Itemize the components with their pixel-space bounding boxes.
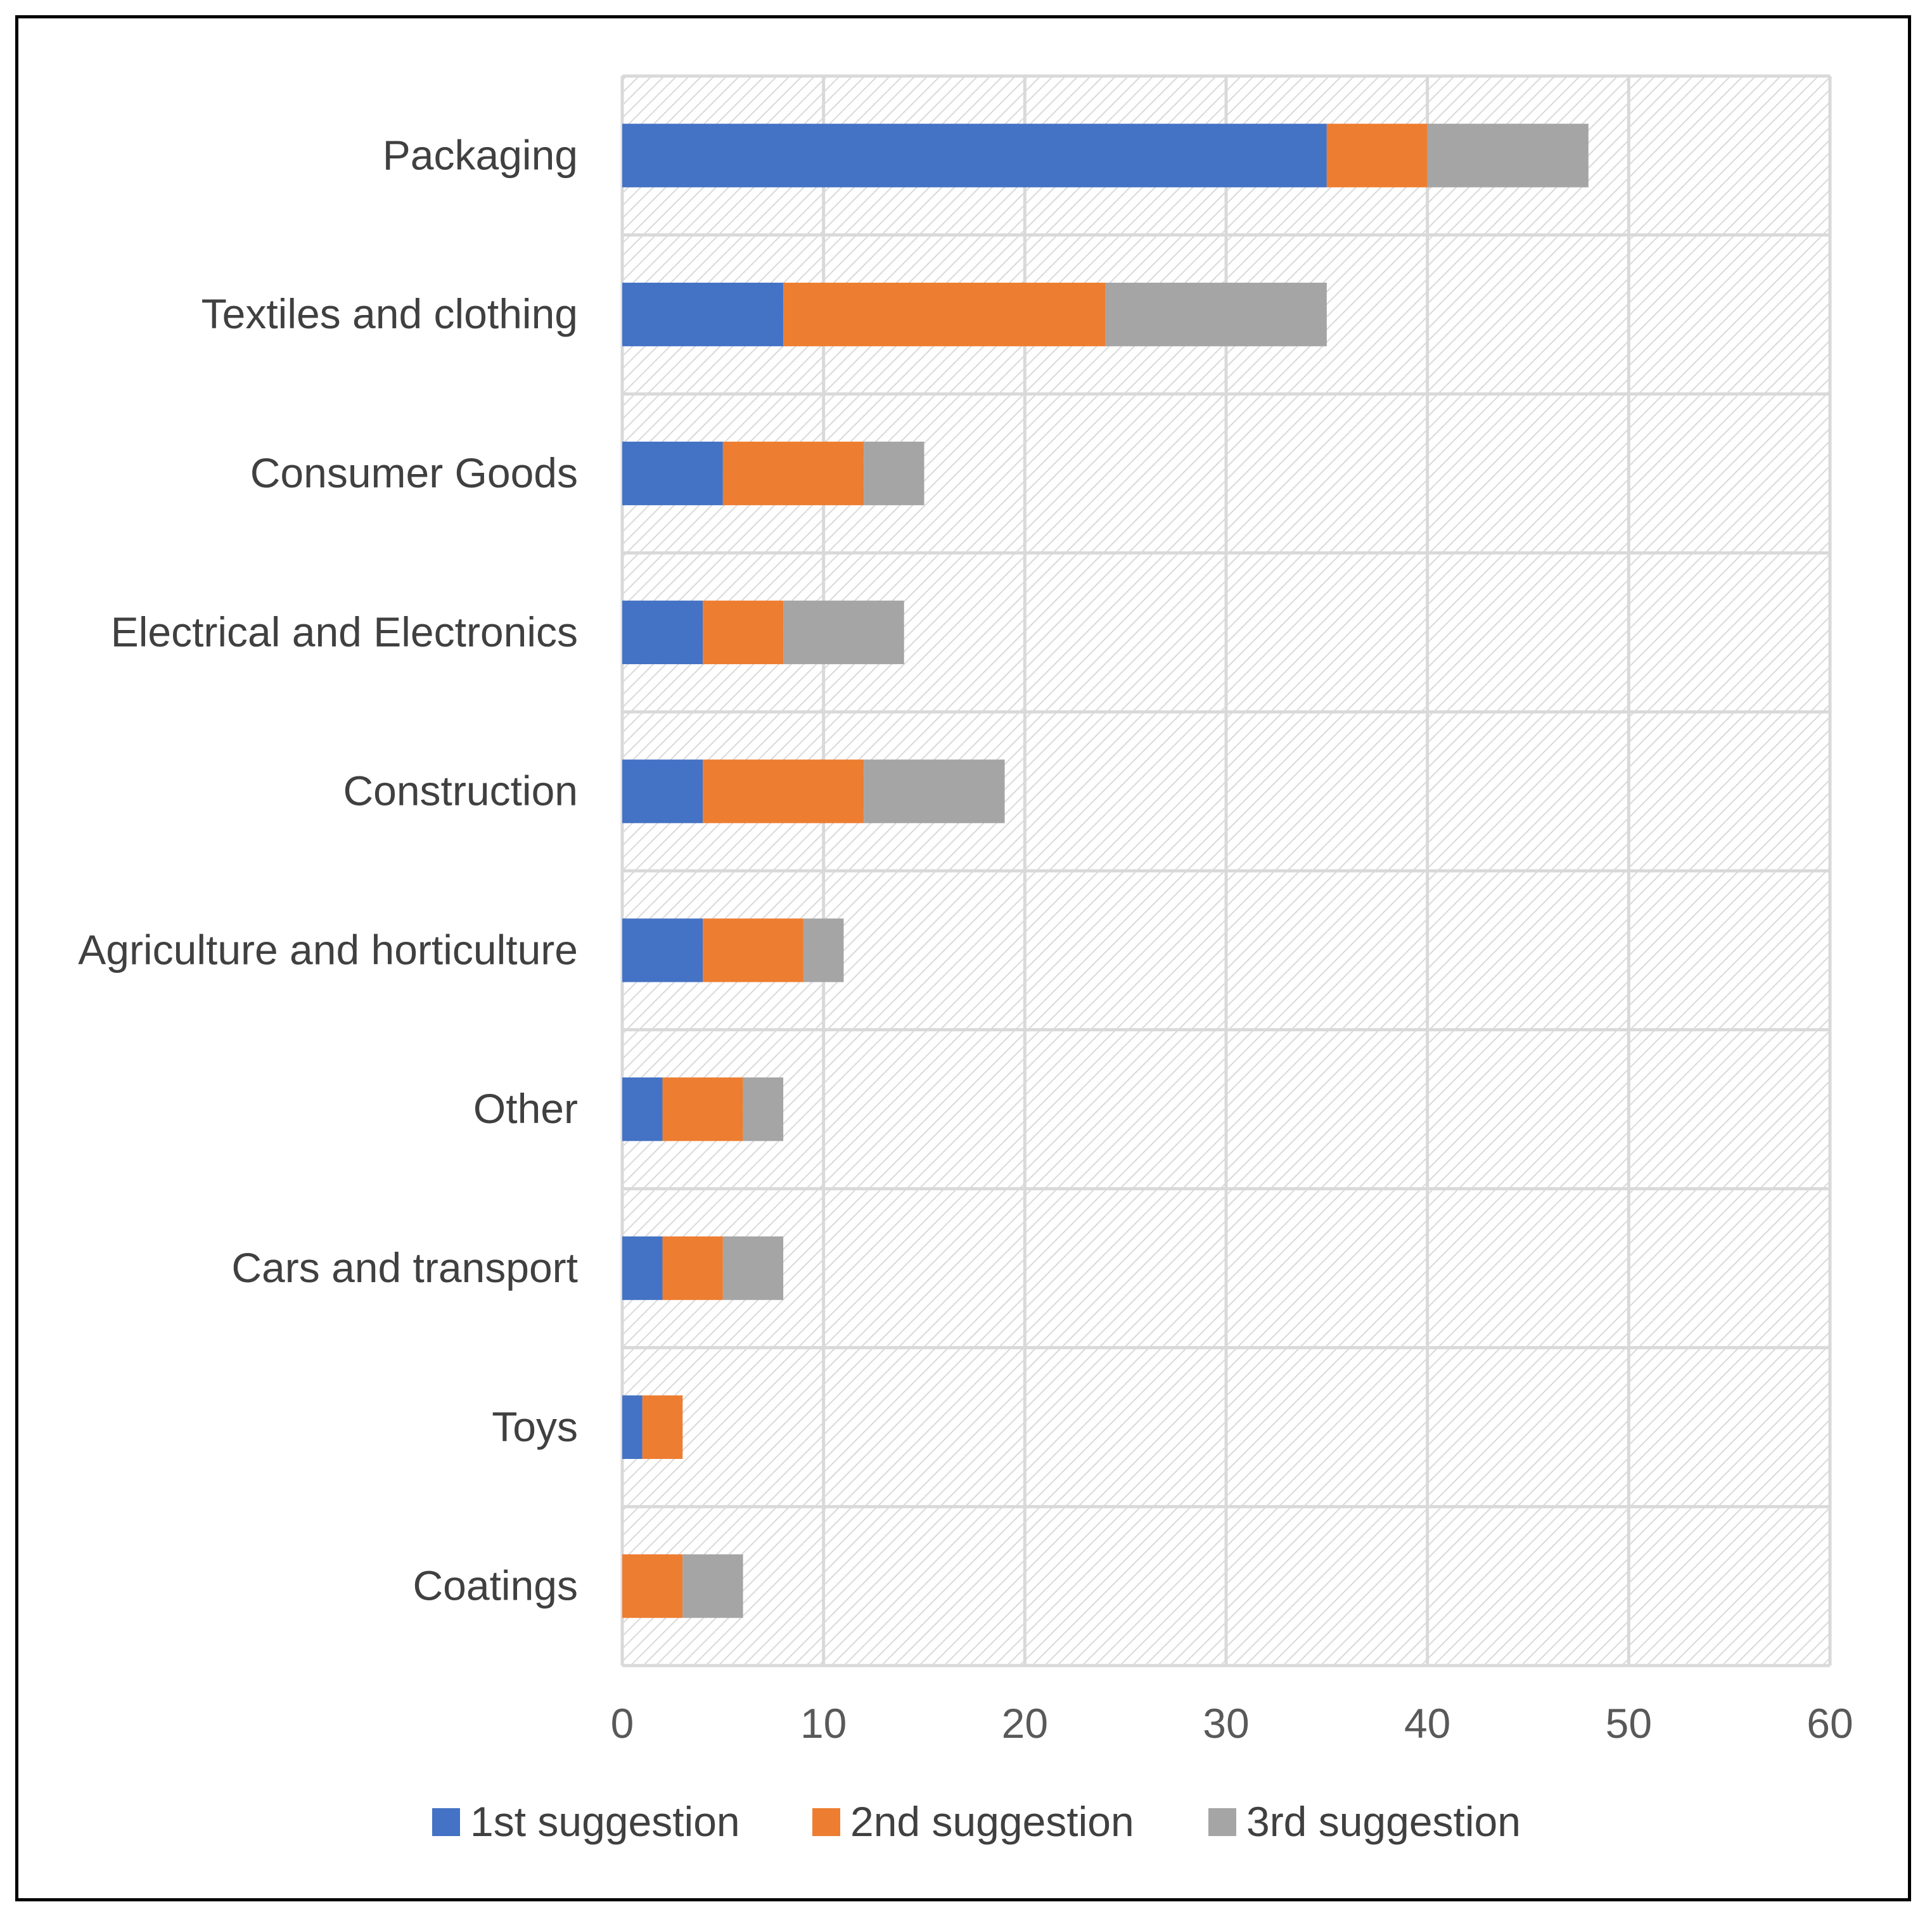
- bar-2-construction: [703, 759, 864, 823]
- category-label: Toys: [492, 1403, 578, 1450]
- bar-2-electrical-and-electronics: [703, 600, 784, 664]
- bar-1-electrical-and-electronics: [622, 600, 703, 664]
- x-tick-label: 60: [1807, 1700, 1853, 1747]
- x-tick-labels: 0 10 20 30 40 50 60: [611, 1700, 1853, 1747]
- bar-2-consumer-goods: [722, 441, 864, 506]
- x-tick-label: 50: [1606, 1700, 1652, 1747]
- chart-frame: Packaging Textiles and clothing Consumer G…: [15, 15, 1911, 1901]
- bar-3-textiles-and-clothing: [1105, 283, 1327, 347]
- stacked-bar-chart: Packaging Textiles and clothing Consumer G…: [78, 74, 1853, 1845]
- category-label: Other: [473, 1085, 578, 1132]
- bar-1-textiles-and-clothing: [622, 283, 784, 347]
- legend-label: 1st suggestion: [470, 1798, 740, 1845]
- category-label: Cars and transport: [231, 1244, 578, 1291]
- category-label: Packaging: [383, 131, 578, 178]
- category-label: Consumer Goods: [250, 449, 578, 496]
- bar-1-toys: [622, 1395, 643, 1459]
- x-tick-label: 20: [1002, 1700, 1048, 1747]
- bars: [622, 124, 1589, 1618]
- category-label: Agriculture and horticulture: [78, 926, 578, 973]
- bar-3-consumer-goods: [864, 441, 924, 506]
- bar-2-textiles-and-clothing: [783, 283, 1106, 347]
- bar-1-consumer-goods: [622, 441, 723, 506]
- bar-3-coatings: [682, 1554, 743, 1618]
- bar-1-construction: [622, 759, 703, 823]
- bar-3-packaging: [1427, 124, 1589, 188]
- bar-1-other: [622, 1077, 663, 1141]
- bar-2-packaging: [1326, 124, 1428, 188]
- bar-2-cars-and-transport: [662, 1236, 723, 1301]
- legend: 1st suggestion 2nd suggestion 3rd suggesti…: [432, 1798, 1521, 1845]
- legend-swatch: [1208, 1808, 1236, 1836]
- x-tick-label: 10: [800, 1700, 847, 1747]
- category-label: Electrical and Electronics: [111, 608, 578, 655]
- x-tick-label: 40: [1404, 1700, 1450, 1747]
- bar-3-construction: [864, 759, 1005, 823]
- bar-2-coatings: [622, 1554, 683, 1618]
- category-labels: Packaging Textiles and clothing Consumer G…: [78, 131, 578, 1609]
- bar-1-cars-and-transport: [622, 1236, 663, 1301]
- bar-2-toys: [642, 1395, 683, 1459]
- bar-2-agriculture-and-horticulture: [703, 918, 803, 982]
- x-tick-label: 30: [1203, 1700, 1249, 1747]
- category-label: Construction: [343, 768, 578, 814]
- bar-1-agriculture-and-horticulture: [622, 918, 703, 982]
- category-label: Textiles and clothing: [202, 290, 578, 337]
- category-label: Coatings: [413, 1562, 579, 1609]
- bar-3-electrical-and-electronics: [783, 600, 904, 664]
- legend-label: 2nd suggestion: [850, 1798, 1134, 1845]
- bar-3-cars-and-transport: [722, 1236, 784, 1301]
- x-tick-label: 0: [611, 1700, 634, 1747]
- bar-2-other: [662, 1077, 743, 1141]
- legend-swatch: [432, 1808, 460, 1836]
- bar-3-other: [743, 1077, 784, 1141]
- legend-swatch: [812, 1808, 840, 1836]
- legend-label: 3rd suggestion: [1246, 1798, 1521, 1845]
- bar-1-packaging: [622, 124, 1327, 188]
- bar-3-agriculture-and-horticulture: [803, 918, 844, 982]
